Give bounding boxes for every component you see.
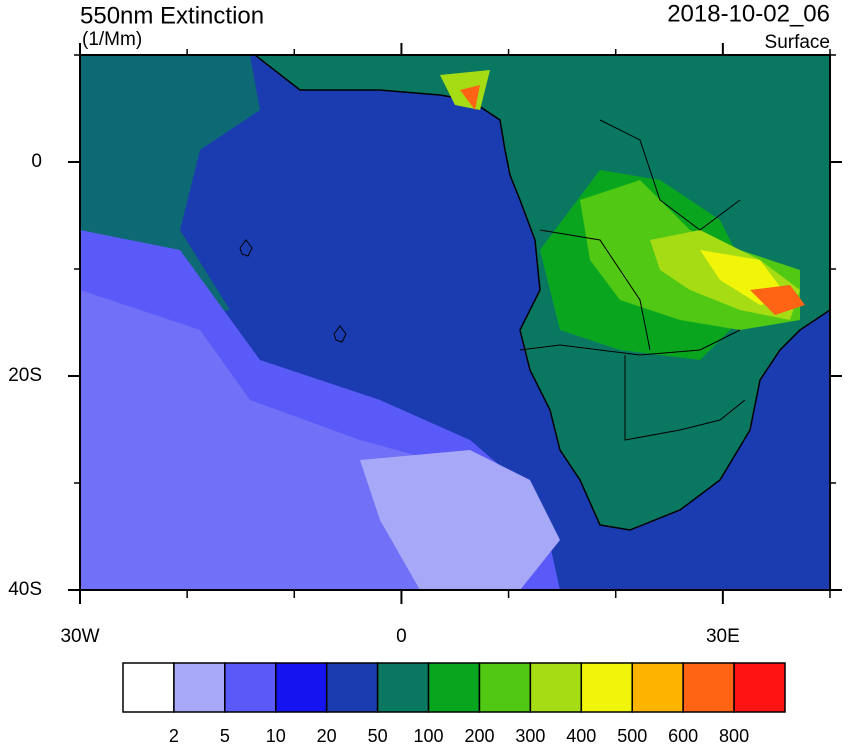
colorbar-label: 200 — [464, 726, 494, 746]
y-tick-label: 0 — [31, 151, 42, 172]
site-marker — [239, 239, 253, 257]
clean-air — [360, 450, 560, 590]
smoke — [750, 285, 805, 315]
colorbar-box — [427, 662, 481, 713]
colorbar-box — [275, 662, 328, 713]
colorbar-label: 400 — [566, 726, 596, 746]
x-tick-label: 0 — [396, 626, 407, 647]
colorbar-label: 300 — [515, 726, 545, 746]
title: 550nm Extinction — [80, 2, 264, 29]
colorbar-label: 5 — [220, 726, 230, 746]
x-tick-label: 30E — [706, 626, 740, 647]
colorbar-box — [733, 662, 786, 713]
colorbar-label: 600 — [668, 726, 698, 746]
colorbar-label: 100 — [414, 726, 444, 746]
colorbar-box — [173, 662, 226, 713]
colorbar-label: 500 — [617, 726, 647, 746]
colorbar-box — [376, 662, 430, 713]
axes: 30W 0 30E 0 20S 40S — [8, 43, 842, 647]
x-tick-label: 30W — [60, 626, 99, 647]
units: (1/Mm) — [82, 29, 142, 50]
colorbar-label: 20 — [317, 726, 337, 746]
map-frame — [79, 54, 831, 591]
border — [539, 229, 651, 351]
colorbar-label: 2 — [169, 726, 179, 746]
map-field — [80, 55, 830, 590]
border — [519, 329, 741, 356]
level: Surface — [765, 32, 830, 53]
colorbar-box — [580, 662, 633, 713]
smoke — [460, 85, 480, 110]
site-marker — [333, 325, 347, 343]
colorbar: 2 5 10 20 50 100 200 300 400 500 600 800 — [122, 662, 786, 746]
colorbar-label: 800 — [719, 726, 749, 746]
border — [599, 119, 741, 231]
y-tick-label: 20S — [8, 365, 42, 386]
colorbar-box — [631, 662, 684, 713]
colorbar-box — [224, 662, 277, 713]
colorbar-box — [122, 662, 175, 713]
colorbar-label: 10 — [266, 726, 286, 746]
colorbar-label: 50 — [368, 726, 388, 746]
y-tick-label: 40S — [8, 579, 42, 600]
border — [624, 355, 746, 441]
colorbar-box — [682, 662, 735, 713]
colorbar-box — [325, 662, 379, 713]
colorbar-box — [529, 662, 583, 713]
colorbar-box — [478, 662, 532, 713]
time: 2018-10-02_06 — [667, 0, 830, 27]
